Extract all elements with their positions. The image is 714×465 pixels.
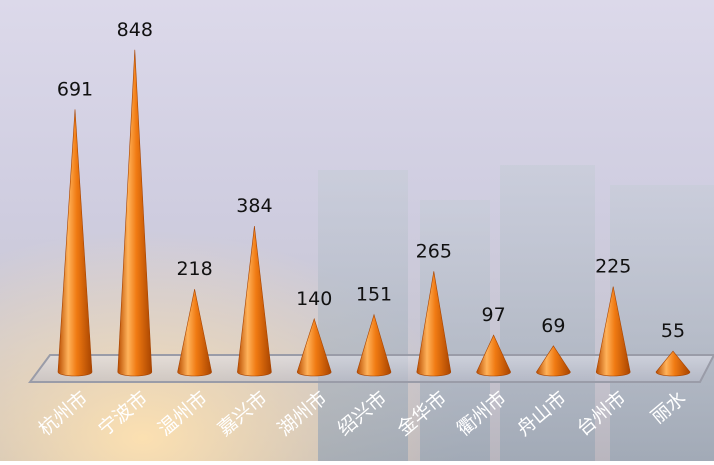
cone-bar [177,289,212,377]
data-label: 848 [117,19,153,41]
cone-bar [476,334,511,377]
cone-body [57,109,93,377]
cone-body [237,226,272,377]
cone-bar [655,350,691,377]
data-label: 69 [541,315,565,337]
cone-body [536,345,571,377]
cone-body [416,271,452,377]
cone-bar [237,226,272,377]
cone-body [356,313,392,377]
data-label: 140 [296,288,332,310]
data-label: 55 [661,320,685,342]
data-label: 265 [416,240,452,262]
data-label: 97 [482,304,506,326]
data-label: 384 [236,195,272,217]
value-labels: 691 848 218 384 140 151 265 97 69 225 55 [57,19,685,342]
cone-series [57,49,691,377]
cone-bar [356,313,392,377]
cone-bar [296,317,332,377]
data-label: 691 [57,78,93,100]
cone-bar [57,109,93,377]
cone-bar [117,49,153,377]
data-label: 225 [595,256,631,278]
data-label: 218 [176,258,212,280]
background-building [318,170,408,461]
data-label: 151 [356,284,392,306]
cone-bar [536,345,571,377]
cone-body [177,289,212,377]
cone-body [117,49,153,377]
cone-body [476,334,511,377]
background-building [610,185,714,461]
cone-body [595,286,631,377]
cone-body [296,317,332,377]
cone-bar [595,286,631,377]
cone-body [655,350,691,377]
background-building [500,165,595,461]
cone-bar [416,271,452,377]
